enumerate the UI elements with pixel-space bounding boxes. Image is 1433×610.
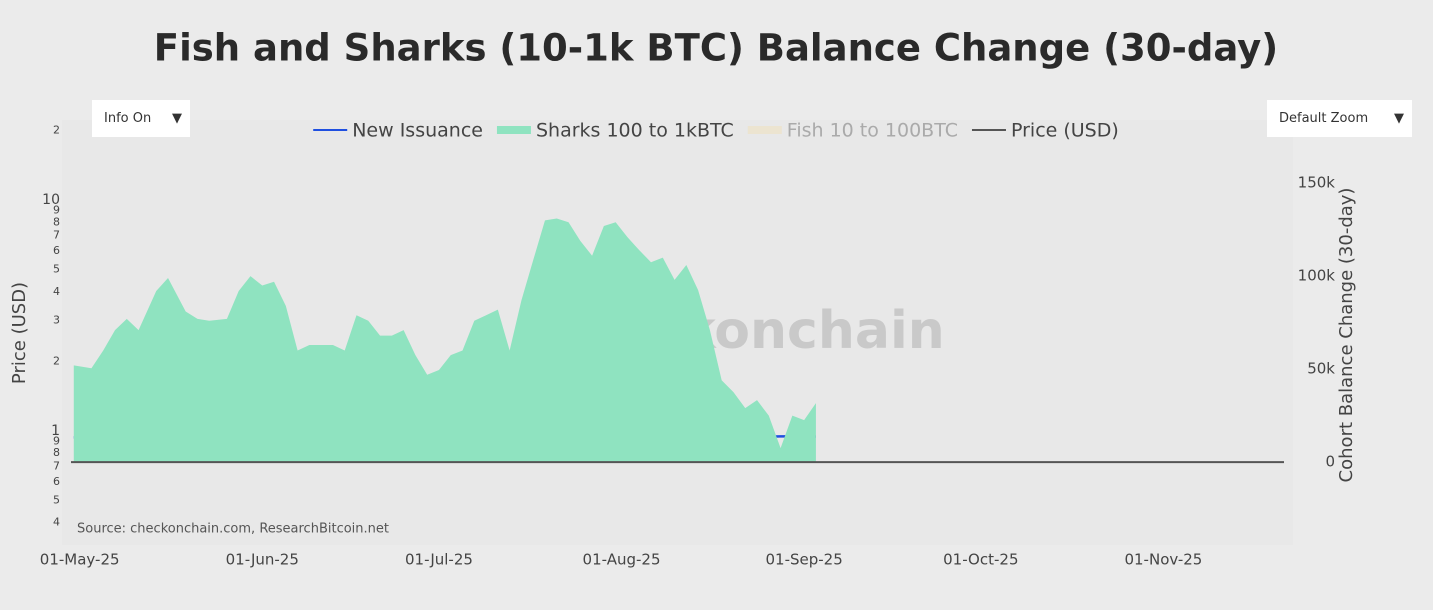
y2-tick-label: 100k: [1298, 267, 1336, 285]
x-tick-label: 01-Jun-25: [226, 551, 299, 569]
y2-axis-title: Cohort Balance Change (30-day): [1336, 188, 1357, 483]
y-tick-label: 5: [53, 493, 60, 506]
x-tick-label: 01-May-25: [40, 551, 120, 569]
y-tick-label: 1: [51, 423, 60, 439]
zoom-label: Default Zoom: [1279, 111, 1369, 126]
y-tick-label: 8: [53, 446, 60, 459]
legend-label: Price (USD): [1011, 120, 1119, 142]
legend-label: Sharks 100 to 1kBTC: [536, 120, 734, 142]
y2-tick-label: 0: [1325, 453, 1335, 471]
info-dropdown[interactable]: Info On ▼: [92, 100, 190, 137]
y-tick-label: 3: [53, 314, 60, 327]
area: [73, 218, 816, 463]
y2-tick-label: 50k: [1307, 360, 1335, 378]
y-tick-label: 7: [53, 229, 60, 242]
y-tick-label: 4: [53, 516, 60, 529]
x-tick-label: 01-Aug-25: [583, 551, 661, 569]
x-tick-label: 01-Jul-25: [405, 551, 473, 569]
x-tick-label: 01-Oct-25: [943, 551, 1018, 569]
y-tick-label: 2: [53, 123, 60, 136]
y-tick-label: 6: [53, 244, 60, 257]
legend-label: New Issuance: [352, 120, 483, 142]
y-tick-label: 9: [53, 204, 60, 217]
y-axis-title: Price (USD): [9, 282, 30, 384]
legend-label: Fish 10 to 100BTC: [787, 120, 958, 142]
x-tick-label: 01-Sep-25: [765, 551, 842, 569]
dropdown-arrow: ▼: [1394, 111, 1404, 126]
y-tick-label: 7: [53, 460, 60, 473]
info-label: Info On: [104, 111, 152, 126]
source-note: Source: checkonchain.com, ResearchBitcoi…: [77, 522, 389, 537]
x-tick-label: 01-Nov-25: [1124, 551, 1202, 569]
y-tick-label: 9: [53, 434, 60, 447]
dropdown-arrow: ▼: [172, 111, 182, 126]
zoom-dropdown[interactable]: Default Zoom ▼: [1267, 100, 1412, 137]
y-tick-label: 5: [53, 262, 60, 275]
y-tick-label: 8: [53, 215, 60, 228]
legend-swatch: [747, 126, 782, 134]
y-tick-label: 6: [53, 475, 60, 488]
legend-swatch: [496, 126, 531, 134]
y2-tick-label: 150k: [1298, 174, 1336, 192]
y-tick-label: 2: [53, 354, 60, 367]
chart-title: Fish and Sharks (10-1k BTC) Balance Chan…: [154, 27, 1278, 70]
y-tick-label: 10: [42, 192, 60, 208]
y-tick-label: 4: [53, 285, 60, 298]
legend: New Issuance Sharks 100 to 1kBTC Fish 10 t…: [313, 120, 1119, 142]
